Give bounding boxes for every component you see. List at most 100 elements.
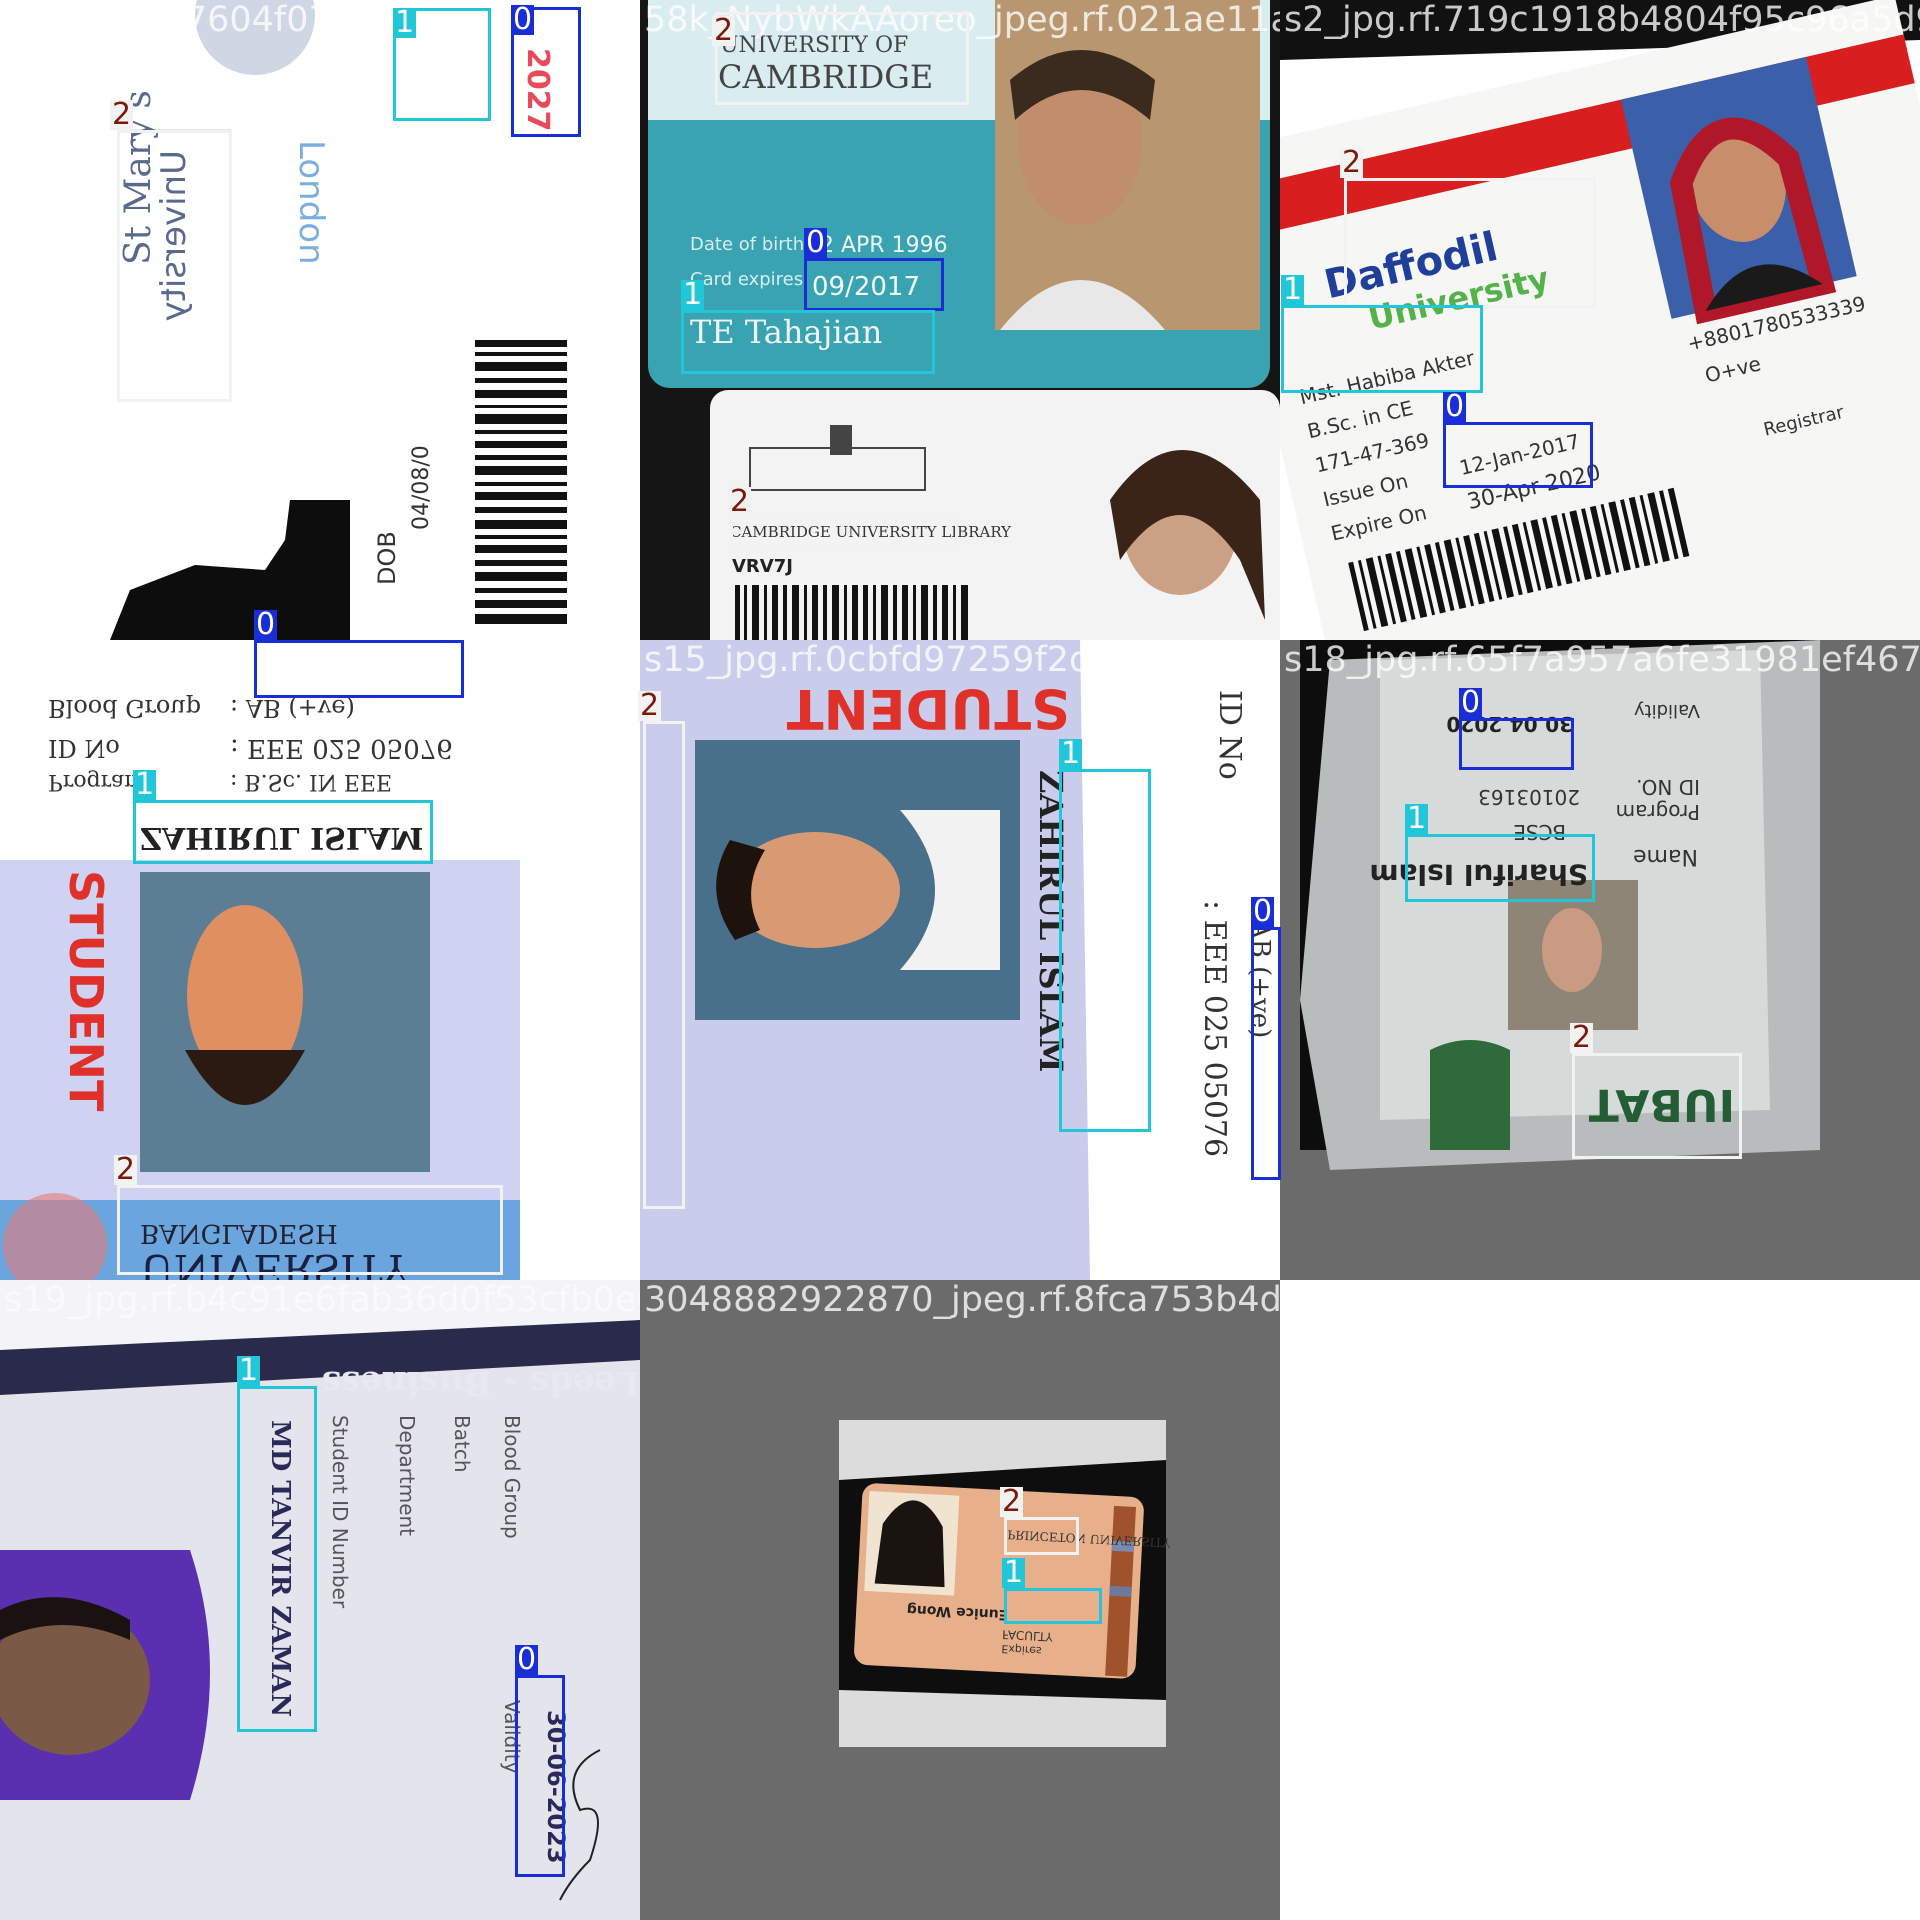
faculty-text: FACULTY <box>1002 1627 1054 1644</box>
validity-value: 30-06-2023 <box>542 1710 570 1864</box>
detection-box-name <box>237 1386 317 1732</box>
library-text: CAMBRIDGE UNIVERSITY LIBRARY <box>730 523 1012 541</box>
detection-box-date <box>804 258 944 311</box>
dob-value-text: 04/08/0 <box>409 445 434 530</box>
cambridge-card-image: UNIVERSITY OF CAMBRIDGE Date of birth 2 … <box>640 0 1280 640</box>
detection-label-university: 2 <box>1000 1484 1024 1519</box>
id-label: ID NO. <box>1636 775 1700 799</box>
id-label: ID No <box>1212 690 1247 780</box>
detection-label-date: 0 <box>804 225 828 260</box>
detection-label-date: 0 <box>1251 894 1275 929</box>
expiry-value-text: 09/2017 <box>812 272 920 302</box>
batch-label: Batch <box>450 1415 474 1473</box>
validity-label: Validity <box>1634 700 1700 721</box>
holder-name-text: MD TANVIR ZAMAN <box>265 1420 295 1717</box>
detection-label-date: 0 <box>1459 685 1483 720</box>
detection-label-name: 1 <box>1002 1555 1026 1590</box>
detection-label-university: 2 <box>1340 145 1364 180</box>
id-value: : EEE 025 05076 <box>1197 900 1232 1157</box>
iubat-card-image: Name Shariful Islam Program BCSE ID NO. … <box>1280 640 1920 1280</box>
detection-box-university <box>730 517 958 549</box>
student-id-label: Student ID Number <box>328 1415 352 1609</box>
detection-label-name: 1 <box>393 5 417 40</box>
bangladesh-card-flipped-image: Blood Group : AB (+ve) ID No : EEE 025 0… <box>0 640 640 1280</box>
detection-label-name: 1 <box>681 277 705 312</box>
detection-box-name <box>1281 305 1483 393</box>
tile-filename: s2_jpg.rf.719c1918b4804f95c96a5d9 <box>1284 0 1920 40</box>
detection-box-university <box>1004 1517 1079 1555</box>
detection-label-university: 2 <box>1570 1020 1594 1055</box>
detection-label-university: 2 <box>638 688 662 723</box>
detection-box-name <box>1059 769 1151 1132</box>
blood-group-label: Blood Group <box>500 1415 524 1539</box>
tile-filename: 3048882922870_jpeg.rf.8fca753b4d5493f964 <box>644 1280 1280 1320</box>
id-label: ID No <box>48 734 120 762</box>
detection-label-name: 1 <box>1405 801 1429 836</box>
year-text: 2027 <box>520 48 555 132</box>
program-label: Program <box>1616 800 1700 824</box>
univ-of-text: UNIVERSITY OF <box>720 33 908 58</box>
london-text: London <box>291 140 331 265</box>
detection-box-date <box>1443 422 1593 488</box>
blood-group-value: : AB (+ve) <box>230 694 355 722</box>
iubat-text: IUBAT <box>1589 1079 1735 1130</box>
detection-box-name <box>1004 1588 1102 1624</box>
bangladesh-text: BANGLADESH <box>140 1218 338 1248</box>
detection-box-name <box>133 800 433 864</box>
tile-princeton: PRINCETON UNIVERSITY Eunice Wong FACULTY… <box>640 1280 1280 1920</box>
tile-filename: s15_jpg.rf.0cbfd97259f2db0aca0efeee583 <box>644 640 1280 680</box>
bangladesh-card-rotated-image: STUDENT ZAHIRUL ISLAM ID No : EEE 025 05… <box>640 640 1280 1280</box>
dob-label-text: Date of birth <box>690 234 804 255</box>
dob-text: DOB <box>373 531 401 585</box>
tile-cambridge: UNIVERSITY OF CAMBRIDGE Date of birth 2 … <box>640 0 1280 640</box>
tile-iubat: Name Shariful Islam Program BCSE ID NO. … <box>1280 640 1920 1280</box>
university-text: University <box>154 150 194 322</box>
student-label-text: STUDENT <box>787 677 1070 740</box>
tile-bangladesh-student-flipped: Blood Group : AB (+ve) ID No : EEE 025 0… <box>0 640 640 1280</box>
st-marys-card-image: St Mary's University London 2027 DOB 04/… <box>110 0 567 640</box>
detection-label-date: 0 <box>511 2 535 37</box>
tile-bangladesh-student-rotated: STUDENT ZAHIRUL ISLAM ID No : EEE 025 05… <box>640 640 1280 1280</box>
tile-filename: s19_jpg.rf.b4c91e6fab36d0f53cfb0e0cab3fd… <box>4 1280 640 1320</box>
detection-box-date <box>1251 927 1281 1180</box>
detection-box-name <box>681 310 935 374</box>
detection-box-date <box>515 1675 565 1877</box>
program-label: Program <box>48 769 145 794</box>
program-value: BCSE <box>1513 820 1566 844</box>
detection-label-university: 2 <box>110 97 134 132</box>
tile-st-marys: St Mary's University London 2027 DOB 04/… <box>0 0 640 640</box>
blood-group-label: Blood Group <box>48 694 201 722</box>
detection-box-date <box>1459 718 1574 770</box>
student-label-text: STUDENT <box>59 870 113 1112</box>
detection-box-university <box>643 721 685 1209</box>
detection-box-university <box>1572 1053 1742 1159</box>
detection-box-university <box>117 130 232 402</box>
detection-label-university: 2 <box>728 484 752 519</box>
princeton-card-image: PRINCETON UNIVERSITY Eunice Wong FACULTY… <box>640 1280 1280 1920</box>
detection-box-university <box>1344 178 1596 308</box>
tile-empty <box>1280 1280 1920 1920</box>
tanvir-card-image: Leeds - Business MD TANVIR ZAMAN Student… <box>0 1280 640 1920</box>
tile-filename: 58k_NybWkAAoreo_jpeg.rf.021ae11a7921f8bf <box>644 0 1280 40</box>
detection-label-date: 0 <box>254 607 278 642</box>
id-value: 20103163 <box>1478 785 1580 809</box>
tile-tanvir-zaman: Leeds - Business MD TANVIR ZAMAN Student… <box>0 1280 640 1920</box>
card-code-text: VRV7J <box>732 556 793 577</box>
name-label: Name <box>1633 844 1698 869</box>
holder-name-text: TE Tahajian <box>690 313 882 351</box>
dob-value-text: 2 APR 1996 <box>820 233 948 258</box>
blood-group-text: AB (+ve) <box>1245 919 1275 1038</box>
daffodil-card-image: Daffodil University Mst. Habiba Akter B.… <box>1280 0 1920 640</box>
detection-label-date: 0 <box>1443 389 1467 424</box>
student-name-text: ZAHIRUL ISLAM <box>1032 770 1070 1072</box>
detection-label-name: 1 <box>1059 736 1083 771</box>
detection-box-date <box>254 640 464 698</box>
student-name-text: ZAHIRUL ISLAM <box>140 820 423 855</box>
detection-box-university <box>117 1185 503 1275</box>
detection-label-university: 2 <box>114 1152 138 1187</box>
detection-box-name <box>1405 834 1595 902</box>
expires-text: Expires <box>1001 1642 1042 1657</box>
tile-filename: s18_jpg.rf.65f7a957a6fe31981ef467ca <box>1284 640 1920 680</box>
detection-label-name: 1 <box>237 1353 261 1388</box>
org-text: Leeds - Business <box>322 1363 640 1403</box>
